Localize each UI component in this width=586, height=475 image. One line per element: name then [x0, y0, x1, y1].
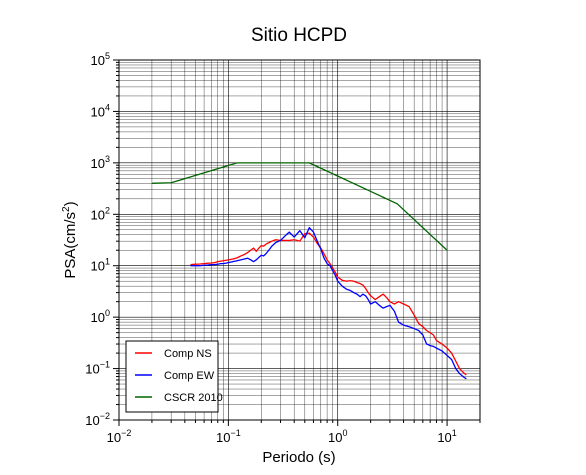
- legend-label-comp-ns: Comp NS: [164, 348, 212, 360]
- y-tick-label: 101: [91, 257, 110, 274]
- y-axis-label-main: PSA(cm/s: [62, 212, 79, 279]
- legend: Comp NS Comp EW CSCR 2010: [125, 340, 223, 413]
- x-tick-labels: 10−2 10−1 100 101: [107, 428, 457, 445]
- series-line-cscr-2010: [151, 162, 448, 251]
- y-tick-label: 103: [91, 154, 110, 171]
- y-tick-label: 10−2: [85, 411, 110, 428]
- series-line-comp-ns: [190, 232, 467, 376]
- axis-ticks: [113, 59, 481, 426]
- chart-title: Sitio HCPD: [251, 25, 347, 46]
- y-tick-label: 104: [91, 102, 110, 119]
- plot-frame: [118, 59, 481, 421]
- y-axis-label: PSA(cm/s2): [61, 201, 79, 278]
- x-tick-label: 100: [328, 428, 347, 445]
- y-tick-label: 102: [91, 205, 110, 222]
- x-tick-label: 101: [437, 428, 456, 445]
- x-tick-label: 10−2: [107, 428, 132, 445]
- y-tick-label: 10−1: [85, 360, 110, 377]
- x-axis-label: Periodo (s): [262, 449, 335, 466]
- legend-label-comp-ew: Comp EW: [164, 370, 215, 382]
- svg-text:PSA(cm/s2): PSA(cm/s2): [61, 201, 79, 278]
- y-tick-labels: 10−2 10−1 100 101 102 103 104 105: [85, 51, 110, 428]
- series-layer: [151, 162, 467, 380]
- x-tick-label: 10−1: [216, 428, 241, 445]
- y-tick-label: 100: [91, 308, 110, 325]
- legend-label-cscr-2010: CSCR 2010: [164, 392, 223, 404]
- series-line-comp-ew: [190, 226, 467, 380]
- y-axis-label-sup: 2: [61, 206, 72, 212]
- y-tick-label: 105: [91, 51, 110, 68]
- y-axis-label-close: ): [62, 201, 79, 206]
